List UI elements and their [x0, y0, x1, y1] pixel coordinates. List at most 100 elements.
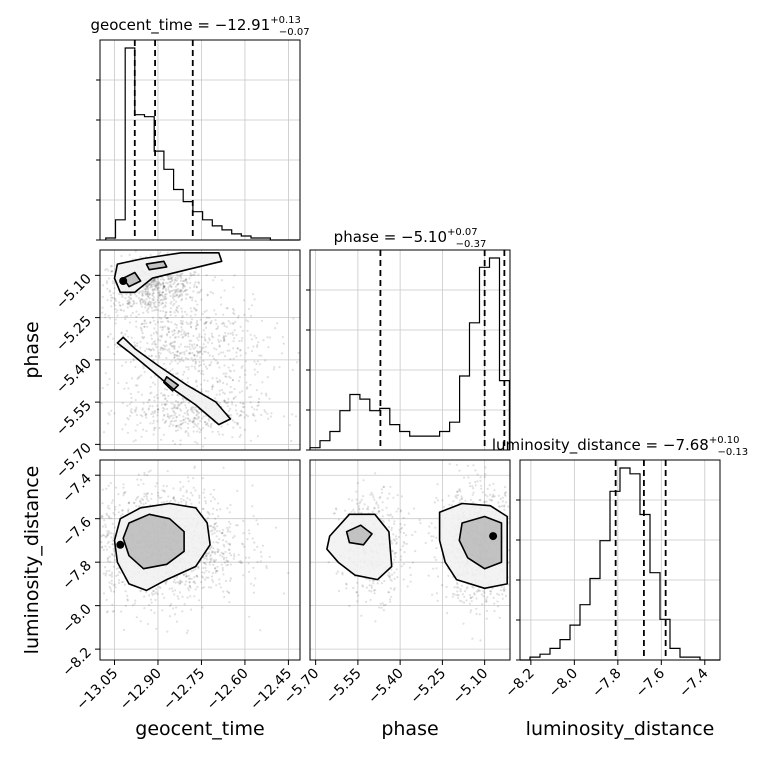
scatter-point: [116, 309, 119, 312]
scatter-point: [472, 464, 475, 467]
scatter-point: [195, 327, 198, 330]
scatter-point: [193, 358, 197, 361]
scatter-point: [428, 525, 431, 528]
scatter-point: [367, 505, 370, 508]
scatter-point: [101, 295, 104, 298]
scatter-point: [179, 275, 182, 278]
scatter-point: [210, 545, 213, 548]
scatter-point: [134, 410, 137, 413]
scatter-point: [177, 296, 180, 299]
scatter-point: [471, 485, 474, 488]
scatter-point: [393, 558, 396, 561]
scatter-point: [112, 547, 115, 551]
scatter-point: [236, 412, 239, 415]
scatter-point: [217, 353, 220, 356]
scatter-point: [219, 554, 222, 557]
scatter-point: [114, 298, 117, 301]
scatter-point: [216, 570, 219, 573]
scatter-point: [485, 600, 488, 603]
scatter-point: [150, 592, 153, 595]
scatter-point: [253, 334, 256, 337]
scatter-point: [111, 539, 114, 542]
scatter-point: [483, 500, 486, 503]
scatter-point: [120, 331, 123, 334]
scatter-point: [186, 282, 189, 285]
scatter-point: [172, 293, 175, 296]
scatter-point: [221, 555, 224, 558]
scatter-point: [125, 329, 128, 332]
scatter-point: [187, 422, 190, 425]
scatter-point: [174, 276, 177, 279]
scatter-point: [183, 330, 186, 333]
scatter-point: [203, 310, 206, 313]
scatter-point: [161, 593, 164, 596]
scatter-point: [131, 304, 134, 308]
scatter-point: [238, 415, 241, 418]
scatter-point: [225, 383, 228, 386]
scatter-point: [198, 335, 201, 338]
scatter-point: [174, 404, 177, 407]
scatter-point: [139, 421, 142, 425]
scatter-point: [475, 597, 478, 600]
scatter-point: [182, 400, 185, 403]
scatter-point: [355, 502, 359, 505]
scatter-point: [249, 401, 252, 404]
scatter-point: [113, 304, 117, 307]
scatter-point: [431, 593, 434, 596]
scatter-point: [185, 489, 188, 492]
scatter-point: [259, 560, 262, 563]
scatter-point: [150, 348, 153, 351]
scatter-point: [214, 567, 217, 570]
scatter-point: [499, 505, 502, 508]
scatter-point: [399, 558, 402, 561]
scatter-point: [167, 331, 170, 334]
scatter-point: [112, 590, 116, 593]
scatter-point: [347, 498, 350, 501]
scatter-point: [209, 363, 212, 366]
scatter-point: [151, 299, 154, 302]
scatter-point: [175, 300, 178, 303]
scatter-point: [455, 494, 458, 497]
scatter-point: [176, 290, 179, 293]
scatter-point: [218, 389, 221, 392]
scatter-point: [175, 415, 179, 418]
scatter-point: [105, 267, 108, 270]
scatter-point: [255, 389, 258, 392]
scatter-point: [107, 504, 110, 507]
scatter-point: [194, 313, 197, 316]
scatter-point: [149, 303, 153, 306]
scatter-point: [457, 594, 460, 597]
scatter-point: [247, 346, 250, 349]
scatter-point: [210, 525, 213, 528]
scatter-point: [191, 359, 195, 362]
scatter-point: [173, 578, 176, 581]
scatter-point: [389, 598, 392, 601]
scatter-point: [162, 291, 165, 294]
scatter-point: [169, 336, 172, 339]
scatter-point: [456, 593, 459, 597]
scatter-point: [183, 285, 186, 288]
scatter-point: [164, 367, 167, 370]
scatter-point: [459, 587, 462, 591]
scatter-point: [147, 301, 150, 304]
scatter-point: [188, 498, 192, 501]
scatter-point: [173, 593, 176, 596]
scatter-point: [207, 419, 210, 422]
scatter-point: [377, 510, 380, 513]
scatter-point: [161, 328, 164, 331]
scatter-point: [194, 281, 197, 284]
scatter-point: [222, 590, 225, 593]
scatter-point: [169, 423, 172, 426]
scatter-point: [165, 580, 168, 583]
scatter-point: [297, 351, 300, 354]
scatter-point: [355, 591, 359, 594]
scatter-point: [164, 297, 167, 301]
scatter-point: [148, 354, 151, 358]
scatter-point: [249, 314, 253, 317]
scatter-point: [246, 329, 249, 332]
scatter-point: [109, 333, 112, 336]
scatter-point: [146, 292, 149, 295]
scatter-point: [164, 348, 167, 351]
scatter-point: [177, 501, 180, 505]
scatter-point: [124, 315, 127, 318]
